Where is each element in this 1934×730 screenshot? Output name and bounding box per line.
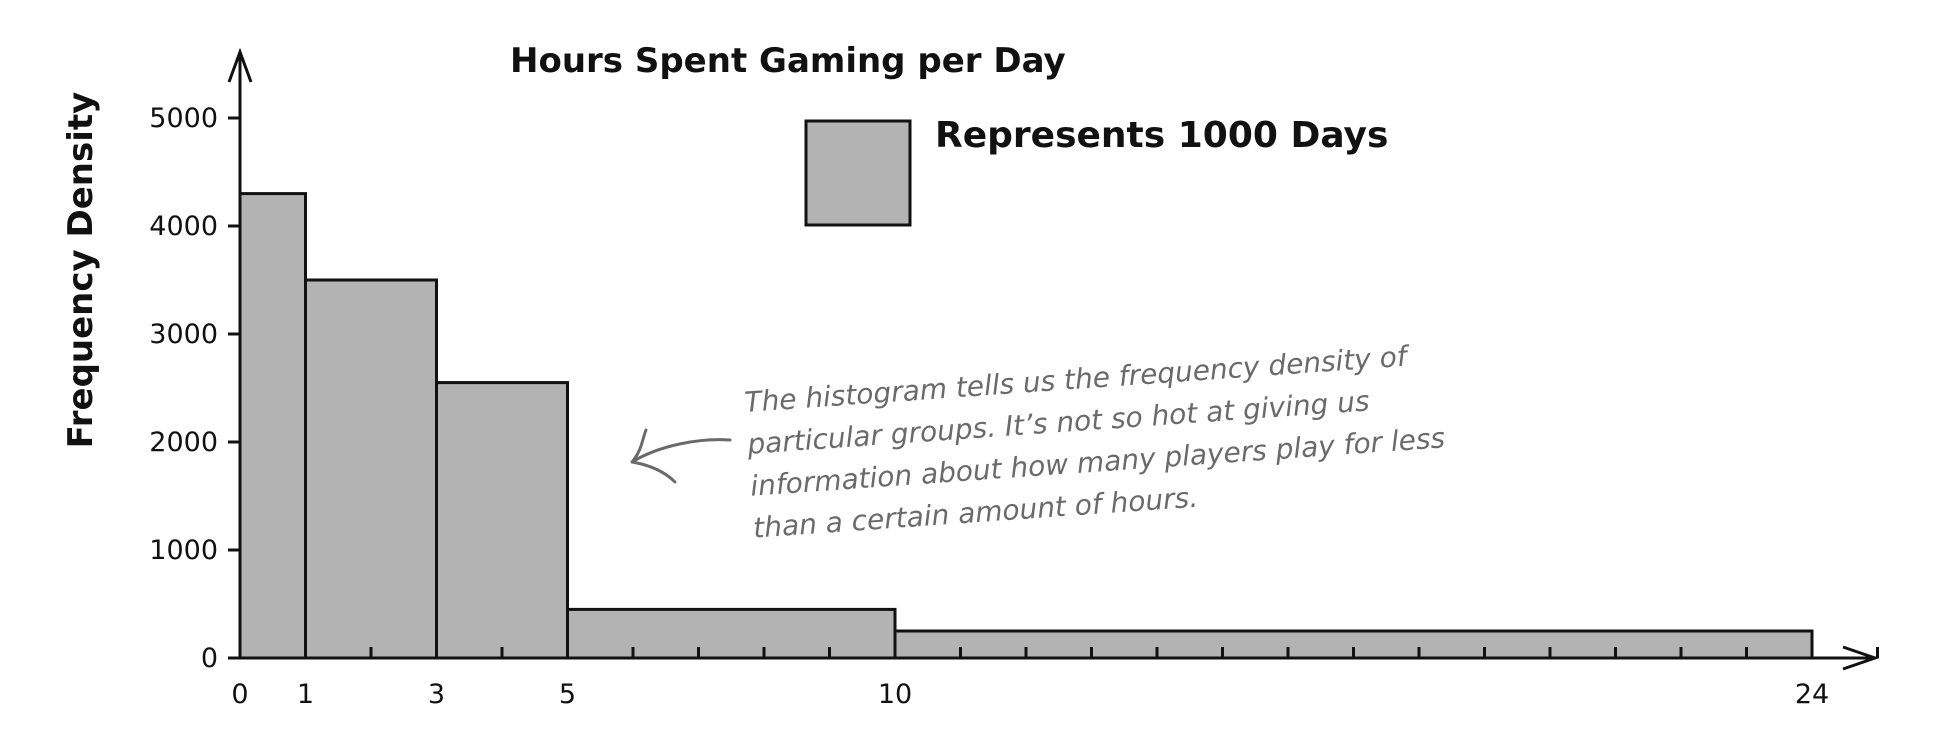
axes [227,47,1880,671]
y-tick-label: 3000 [149,319,218,350]
x-tick-label: 1 [297,679,314,710]
legend-swatch [804,119,912,227]
y-tick-label: 4000 [149,211,218,242]
y-axis-arrow [227,47,253,83]
x-tick-label: 24 [1795,679,1829,710]
histogram-bars [238,192,1814,660]
x-tick-label: 3 [428,679,445,710]
y-tick-label: 2000 [149,427,218,458]
x-tick-label: 0 [231,679,248,710]
y-axis-label: Frequency Density [61,92,101,449]
y-tick-label: 0 [201,643,218,674]
histogram-bar-1-3 [304,278,438,660]
annotation: The histogram tells us the frequency den… [630,339,1446,545]
histogram-bar-0-1 [238,192,307,660]
legend-label: Represents 1000 Days [935,115,1388,156]
chart-title: Hours Spent Gaming per Day [510,41,1066,81]
legend: Represents 1000 Days [804,115,1388,227]
annotation-arrow [630,428,732,484]
histogram-bar-3-5 [435,381,569,660]
x-axis-arrow [1842,645,1880,671]
histogram-bar-5-10 [566,607,897,660]
y-tick-label: 5000 [149,103,218,134]
x-tick-label: 5 [559,679,576,710]
x-axis-ticks: 0 1 3 5 10 24 [231,647,1879,710]
x-tick-label: 10 [878,679,912,710]
y-axis-ticks: 0 1000 2000 3000 4000 5000 [149,103,240,674]
y-tick-label: 1000 [149,535,218,566]
